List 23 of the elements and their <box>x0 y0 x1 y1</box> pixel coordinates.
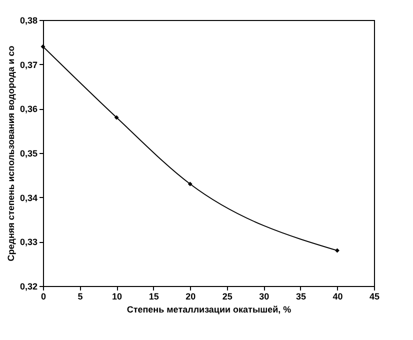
x-tick-label: 25 <box>222 292 232 302</box>
x-tick-label: 15 <box>148 292 159 302</box>
x-tick-label: 35 <box>296 292 306 302</box>
x-tick-label: 20 <box>186 292 196 302</box>
y-tick-label: 0,36 <box>20 104 38 114</box>
y-tick-label: 0,33 <box>20 237 38 248</box>
y-tick-label: 0,38 <box>20 16 38 26</box>
x-tick-label: 0 <box>40 292 46 302</box>
x-axis-title: Степень металлизации окатышей, % <box>126 304 292 314</box>
y-tick-label: 0,37 <box>20 60 38 70</box>
point <box>114 115 119 120</box>
y-axis-title: Средняя степень использования водорода и со <box>6 45 16 262</box>
x-tick-label: 5 <box>78 292 83 302</box>
point <box>40 44 46 49</box>
y-tick-label: 0,34 <box>20 192 38 203</box>
x-tick-label: 40 <box>332 292 343 302</box>
point <box>334 248 340 253</box>
y-tick-label: 0,35 <box>20 148 38 158</box>
x-tick-label: 10 <box>112 292 122 302</box>
x-tick-label: 45 <box>369 292 380 302</box>
x-tick-label: 30 <box>259 292 270 302</box>
point <box>188 182 192 186</box>
y-tick-label: 0,32 <box>20 282 38 292</box>
